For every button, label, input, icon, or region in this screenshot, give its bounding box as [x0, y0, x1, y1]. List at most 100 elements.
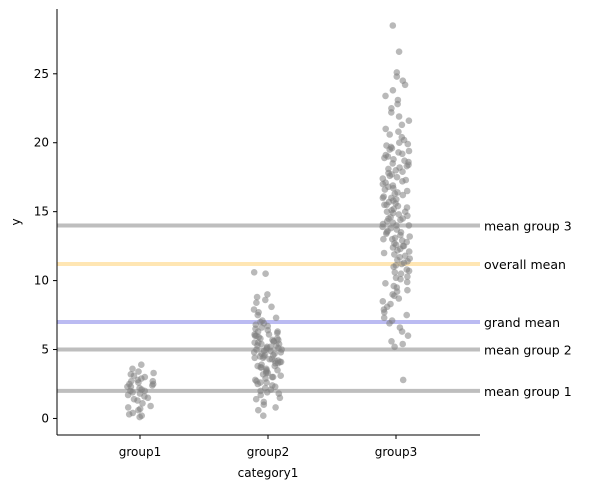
data-point	[396, 324, 404, 331]
data-points	[124, 22, 414, 421]
data-point	[401, 252, 409, 260]
reference-line-labels: mean group 3 overall mean grand mean mean g…	[484, 218, 572, 398]
data-point	[397, 270, 405, 278]
data-point	[399, 191, 407, 199]
data-point	[404, 286, 411, 294]
y-tick-label: 5	[41, 343, 49, 357]
data-point	[136, 384, 143, 392]
reference-line-label: mean group 1	[484, 384, 572, 399]
data-point	[138, 361, 145, 369]
x-tick-label: group2	[247, 445, 290, 459]
data-point	[398, 237, 406, 244]
data-point	[404, 273, 411, 280]
data-point	[399, 340, 407, 348]
data-point	[393, 196, 400, 203]
data-point	[272, 314, 280, 322]
data-point	[382, 125, 390, 133]
data-point	[260, 412, 267, 420]
data-point	[405, 117, 413, 124]
data-point	[124, 404, 132, 411]
data-point	[380, 193, 388, 200]
data-point	[405, 222, 413, 229]
data-point	[264, 291, 271, 298]
data-point	[380, 235, 387, 243]
data-point	[379, 175, 387, 182]
data-point	[129, 409, 137, 417]
data-point	[402, 176, 410, 184]
data-point	[387, 300, 394, 308]
reference-line-label: mean group 3	[484, 218, 572, 233]
data-point	[380, 314, 388, 322]
data-point	[389, 87, 397, 94]
data-point	[382, 280, 389, 287]
data-point	[129, 365, 136, 373]
data-point	[406, 233, 414, 240]
reference-line-label: mean group 2	[484, 343, 572, 358]
y-axis-label: y	[9, 218, 23, 225]
data-point	[389, 219, 397, 226]
data-point	[130, 395, 138, 403]
data-point	[252, 376, 259, 384]
data-point	[403, 204, 411, 211]
data-point	[390, 156, 397, 163]
data-point	[399, 77, 407, 84]
y-tick-label: 25	[34, 67, 49, 81]
data-point	[258, 361, 265, 369]
data-point	[403, 266, 411, 273]
data-point	[391, 234, 399, 242]
data-point	[135, 368, 142, 375]
data-point	[268, 373, 276, 381]
data-point	[403, 311, 411, 319]
data-point	[382, 92, 389, 100]
data-point	[405, 147, 413, 155]
data-point	[147, 402, 154, 410]
x-tick-label: group3	[375, 445, 418, 459]
data-point	[388, 338, 395, 345]
data-point	[383, 142, 390, 149]
data-point	[388, 317, 396, 324]
data-point	[395, 128, 402, 135]
data-point	[269, 382, 276, 389]
data-point	[394, 189, 401, 196]
data-point	[391, 343, 398, 351]
data-point	[251, 354, 258, 362]
data-point	[399, 376, 407, 384]
data-point	[394, 96, 402, 104]
data-point	[379, 298, 387, 305]
data-point	[396, 253, 404, 261]
x-axis: group1 group2 group3	[57, 434, 480, 459]
data-point	[395, 149, 402, 156]
data-point	[382, 151, 390, 159]
data-point	[253, 293, 261, 301]
data-point	[387, 224, 395, 232]
data-point	[403, 278, 411, 286]
data-point	[396, 164, 403, 171]
data-point	[268, 303, 275, 311]
data-point	[259, 317, 266, 324]
data-point	[136, 405, 144, 413]
y-tick-label: 20	[34, 136, 49, 150]
data-point	[149, 377, 157, 385]
data-point	[398, 133, 406, 141]
data-point	[395, 211, 403, 218]
data-point	[389, 182, 397, 189]
data-point	[272, 404, 279, 411]
data-point	[275, 390, 283, 397]
data-point	[252, 395, 260, 403]
data-point	[141, 373, 149, 381]
y-axis: 0 5 10 15 20 25	[34, 9, 58, 435]
data-point	[398, 121, 406, 129]
reference-line-label: grand mean	[484, 315, 560, 330]
data-point	[260, 398, 268, 406]
y-tick-label: 10	[34, 274, 49, 288]
data-point	[277, 372, 285, 380]
data-point	[128, 377, 135, 385]
data-point	[392, 262, 400, 269]
data-point	[404, 332, 412, 340]
data-point	[385, 165, 392, 173]
data-point	[262, 270, 269, 278]
data-point	[262, 296, 269, 304]
data-point	[391, 269, 399, 276]
data-point	[261, 384, 269, 392]
